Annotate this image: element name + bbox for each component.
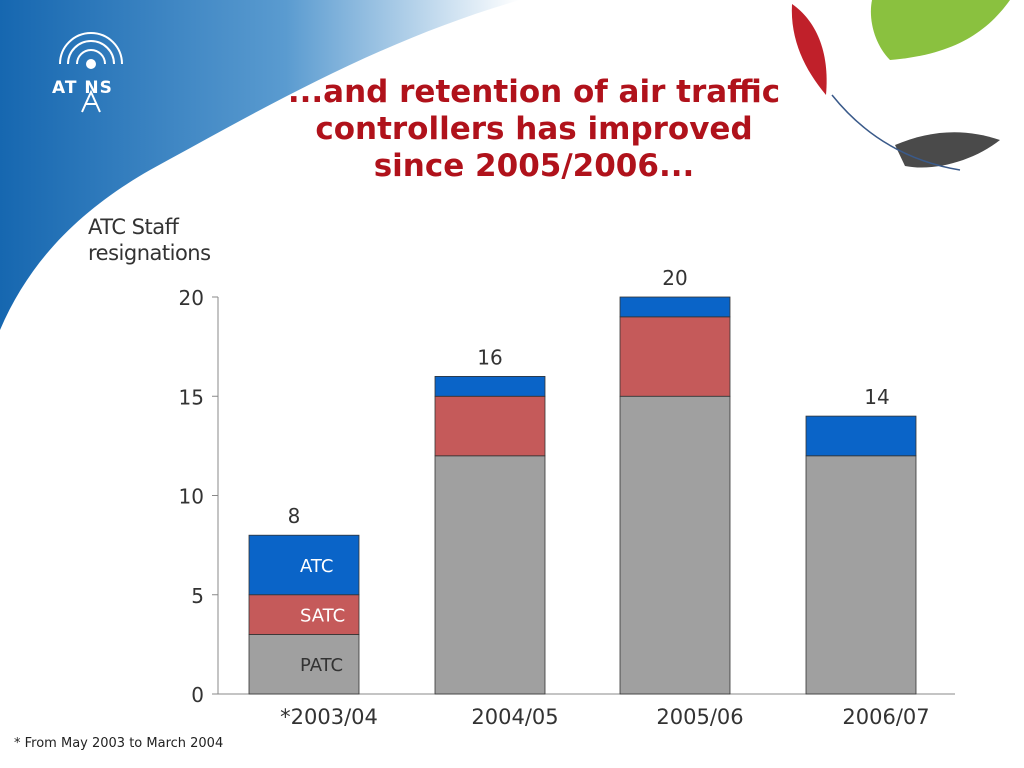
series-label-patc: PATC	[300, 655, 343, 676]
y-tick-label: 0	[191, 683, 204, 707]
title-line-1: ...and retention of air traffic	[287, 74, 781, 110]
bar-segment-patc	[619, 395, 731, 695]
title-line-3: since 2005/2006...	[373, 148, 695, 184]
green-leaf-shape	[870, 0, 1010, 60]
y-tick-label: 15	[179, 385, 204, 409]
footnote: * From May 2003 to March 2004	[14, 736, 224, 751]
y-axis-label-line-1: ATC Staff	[88, 215, 179, 239]
red-leaf-shape	[791, 4, 827, 95]
bar-segment-atc	[619, 296, 731, 318]
y-axis-label: ATC Staff resignations	[88, 214, 248, 266]
title-line-2: controllers has improved	[315, 111, 753, 147]
bar-segment-atc	[434, 375, 546, 397]
bar-segment-patc	[434, 455, 546, 695]
x-tick-label: 2006/07	[842, 705, 929, 729]
y-axis-label-line-2: resignations	[88, 241, 211, 265]
thin-curve-line	[831, 94, 961, 171]
series-label-atc: ATC	[300, 556, 333, 577]
logo-antenna-icon	[59, 32, 123, 113]
bar-segment-satc	[434, 395, 546, 457]
bar-total-label: 20	[662, 266, 687, 290]
x-tick-label: 2005/06	[656, 705, 743, 729]
grey-leaf-shape	[895, 132, 1000, 168]
blue-swoosh-shape	[0, 0, 520, 330]
atns-logo-text: AT NS	[52, 78, 113, 98]
x-tick-label: *2003/04	[280, 705, 378, 729]
y-tick-label: 5	[191, 584, 204, 608]
y-tick-label: 10	[179, 485, 204, 509]
bar-segment-atc	[248, 534, 360, 596]
bar-total-label: 8	[288, 504, 301, 528]
slide-title: ...and retention of air traffic controll…	[258, 74, 810, 185]
bar-segment-atc	[805, 415, 917, 457]
y-tick-label: 20	[179, 286, 204, 310]
series-label-satc: SATC	[300, 606, 345, 627]
x-tick-label: 2004/05	[471, 705, 558, 729]
bar-segment-patc	[805, 455, 917, 695]
bar-total-label: 14	[864, 385, 889, 409]
bar-total-label: 16	[477, 345, 502, 369]
bar-segment-satc	[619, 316, 731, 397]
bar-segment-patc	[248, 634, 360, 695]
